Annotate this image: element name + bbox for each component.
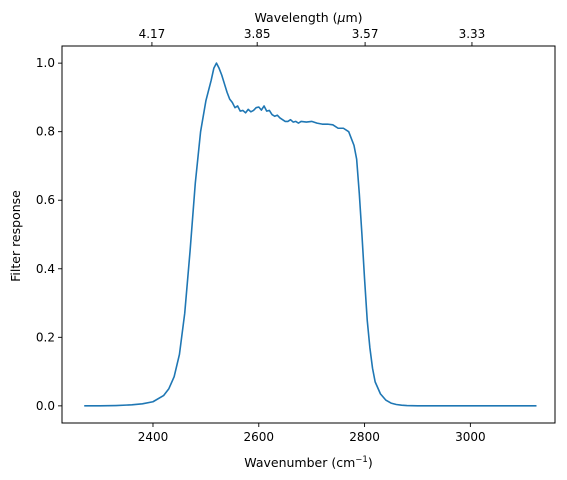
- y-tick-label: 0.0: [36, 399, 55, 413]
- x-tick-label: 2800: [349, 430, 380, 444]
- top-tick-label: 3.57: [352, 27, 379, 41]
- plot-frame: [61, 45, 556, 424]
- y-tick-label: 0.2: [36, 330, 55, 344]
- left-axis: 0.0 0.2 0.4 0.6 0.8 1.0: [36, 56, 62, 413]
- filter-response-line: [84, 62, 537, 407]
- plot-area: [84, 62, 537, 407]
- y-axis-label: Filter response: [8, 190, 23, 282]
- x-axis-label: Wavenumber (cm−1): [244, 455, 372, 470]
- top-tick-label: 4.17: [139, 27, 166, 41]
- x-tick-label: 2600: [244, 430, 275, 444]
- y-tick-label: 0.4: [36, 262, 55, 276]
- bottom-axis: 2400 2600 2800 3000: [138, 423, 486, 444]
- top-tick-label: 3.85: [244, 27, 271, 41]
- y-tick-label: 1.0: [36, 56, 55, 70]
- top-axis: 4.17 3.85 3.57 3.33: [139, 27, 486, 46]
- y-tick-label: 0.8: [36, 125, 55, 139]
- x-tick-label: 2400: [138, 430, 169, 444]
- y-tick-label: 0.6: [36, 193, 55, 207]
- top-tick-label: 3.33: [459, 27, 486, 41]
- top-axis-label: Wavelength (μm): [254, 10, 362, 25]
- x-tick-label: 3000: [455, 430, 486, 444]
